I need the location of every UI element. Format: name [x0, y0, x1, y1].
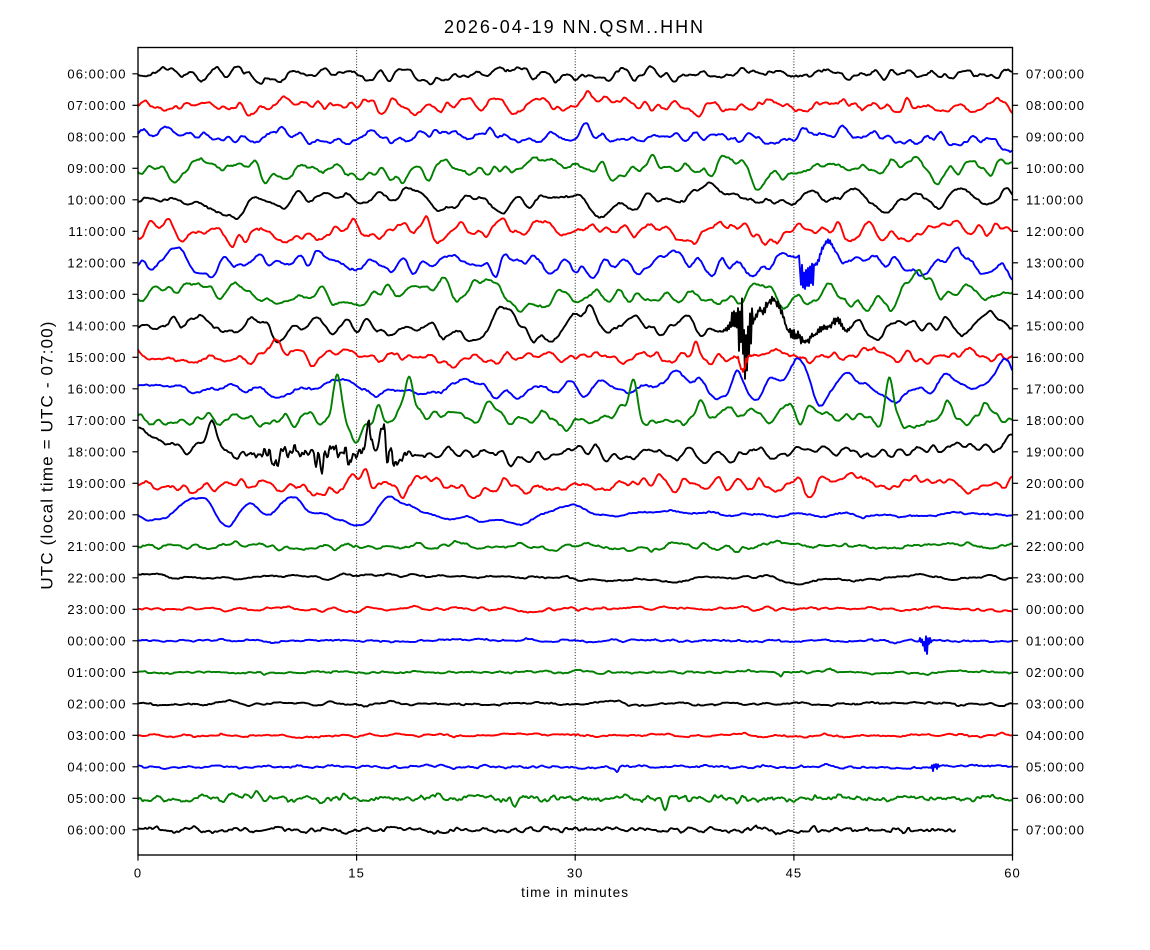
svg-text:04:00:00: 04:00:00 [1026, 728, 1085, 743]
svg-text:14:00:00: 14:00:00 [67, 318, 126, 333]
svg-text:16:00:00: 16:00:00 [67, 381, 126, 396]
svg-text:19:00:00: 19:00:00 [1026, 444, 1085, 459]
svg-text:22:00:00: 22:00:00 [1026, 539, 1085, 554]
svg-text:12:00:00: 12:00:00 [1026, 224, 1085, 239]
svg-text:12:00:00: 12:00:00 [67, 255, 126, 270]
svg-text:00:00:00: 00:00:00 [67, 633, 126, 648]
svg-text:20:00:00: 20:00:00 [67, 507, 126, 522]
svg-text:08:00:00: 08:00:00 [1026, 98, 1085, 113]
svg-text:14:00:00: 14:00:00 [1026, 287, 1085, 302]
svg-text:0: 0 [134, 865, 142, 880]
svg-text:10:00:00: 10:00:00 [1026, 161, 1085, 176]
svg-text:13:00:00: 13:00:00 [1026, 255, 1085, 270]
svg-text:08:00:00: 08:00:00 [67, 129, 126, 144]
svg-text:15:00:00: 15:00:00 [1026, 318, 1085, 333]
svg-text:06:00:00: 06:00:00 [67, 66, 126, 81]
svg-text:60: 60 [1004, 865, 1021, 880]
svg-text:UTC (local time = UTC - 07:00): UTC (local time = UTC - 07:00) [37, 320, 56, 589]
svg-text:23:00:00: 23:00:00 [1026, 570, 1085, 585]
svg-text:19:00:00: 19:00:00 [67, 476, 126, 491]
svg-text:2026-04-19 NN.QSM..HHN: 2026-04-19 NN.QSM..HHN [444, 17, 705, 37]
svg-text:04:00:00: 04:00:00 [67, 759, 126, 774]
svg-text:06:00:00: 06:00:00 [67, 822, 126, 837]
svg-text:15:00:00: 15:00:00 [67, 350, 126, 365]
svg-text:18:00:00: 18:00:00 [67, 444, 126, 459]
svg-text:05:00:00: 05:00:00 [1026, 759, 1085, 774]
svg-text:23:00:00: 23:00:00 [67, 602, 126, 617]
svg-text:01:00:00: 01:00:00 [1026, 633, 1085, 648]
svg-text:22:00:00: 22:00:00 [67, 570, 126, 585]
svg-text:17:00:00: 17:00:00 [1026, 381, 1085, 396]
svg-text:09:00:00: 09:00:00 [67, 161, 126, 176]
svg-text:18:00:00: 18:00:00 [1026, 413, 1085, 428]
svg-text:06:00:00: 06:00:00 [1026, 791, 1085, 806]
svg-text:05:00:00: 05:00:00 [67, 791, 126, 806]
svg-text:02:00:00: 02:00:00 [1026, 665, 1085, 680]
svg-text:07:00:00: 07:00:00 [1026, 822, 1085, 837]
svg-text:17:00:00: 17:00:00 [67, 413, 126, 428]
svg-text:11:00:00: 11:00:00 [1026, 192, 1084, 207]
svg-text:07:00:00: 07:00:00 [67, 98, 126, 113]
svg-text:13:00:00: 13:00:00 [67, 287, 126, 302]
svg-text:10:00:00: 10:00:00 [67, 192, 126, 207]
svg-text:03:00:00: 03:00:00 [1026, 696, 1085, 711]
svg-text:01:00:00: 01:00:00 [67, 665, 126, 680]
svg-text:20:00:00: 20:00:00 [1026, 476, 1085, 491]
svg-text:16:00:00: 16:00:00 [1026, 350, 1085, 365]
svg-text:11:00:00: 11:00:00 [68, 224, 126, 239]
svg-text:15: 15 [348, 865, 365, 880]
svg-text:02:00:00: 02:00:00 [67, 696, 126, 711]
svg-text:07:00:00: 07:00:00 [1026, 66, 1085, 81]
svg-text:45: 45 [786, 865, 803, 880]
svg-text:00:00:00: 00:00:00 [1026, 602, 1085, 617]
svg-text:21:00:00: 21:00:00 [67, 539, 126, 554]
svg-text:30: 30 [567, 865, 584, 880]
svg-text:09:00:00: 09:00:00 [1026, 129, 1085, 144]
svg-text:03:00:00: 03:00:00 [67, 728, 126, 743]
svg-text:21:00:00: 21:00:00 [1026, 507, 1085, 522]
svg-text:time in minutes: time in minutes [521, 885, 629, 900]
